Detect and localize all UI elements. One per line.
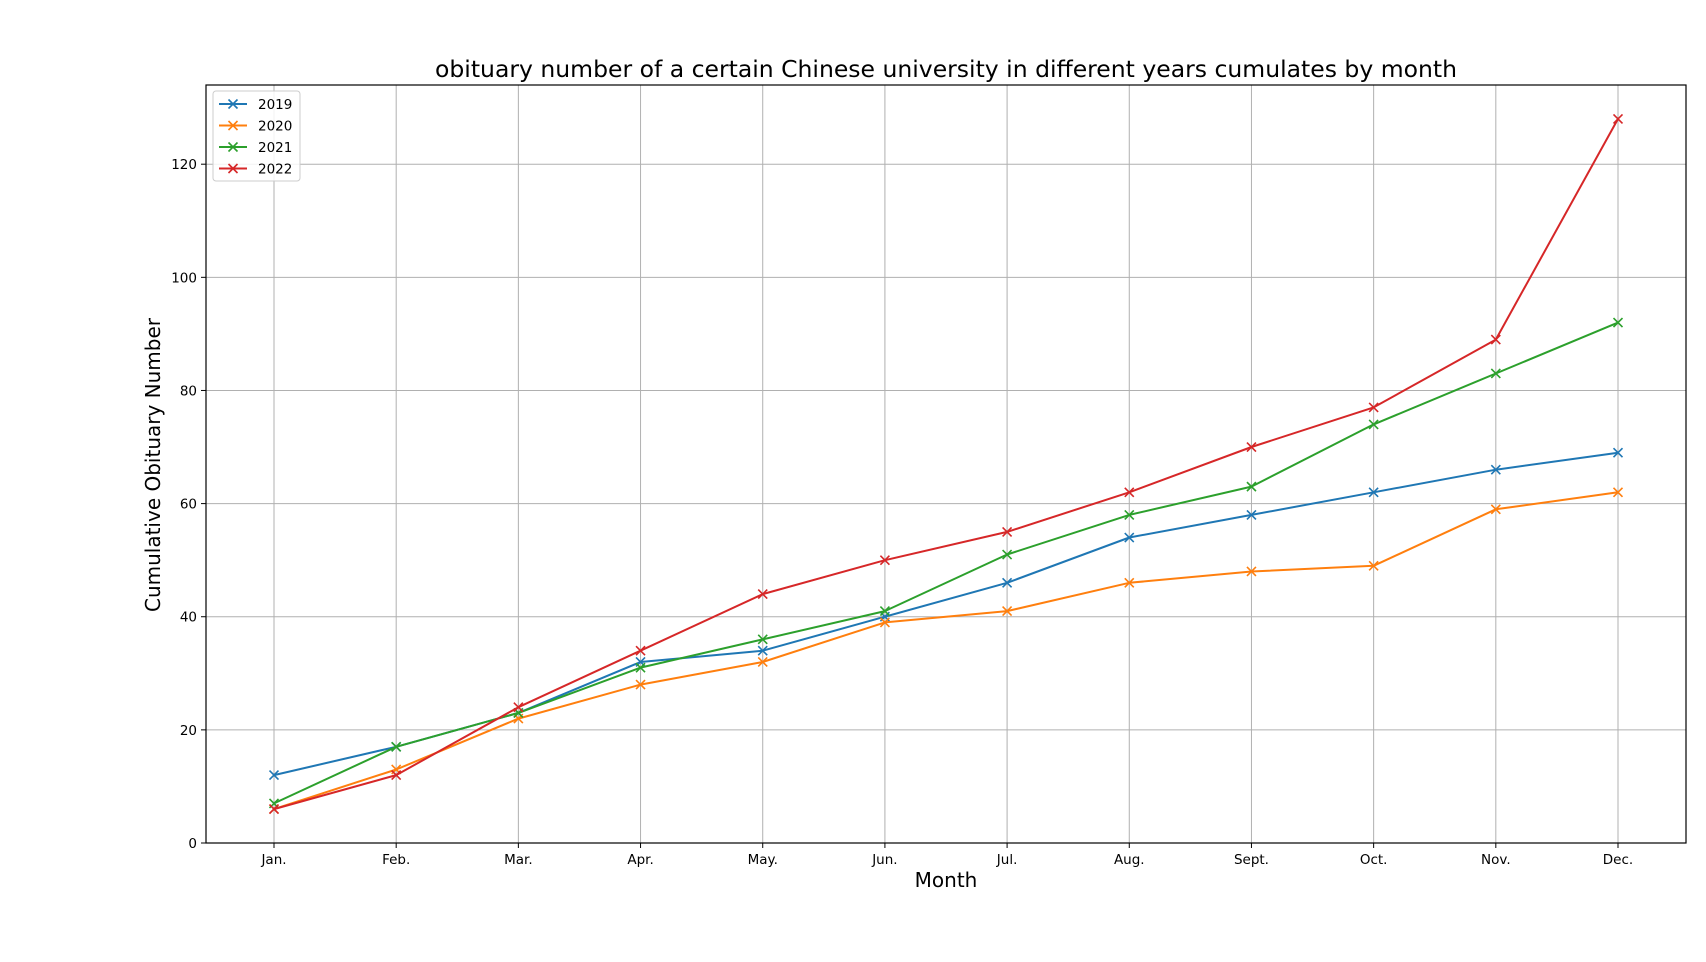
y-tick-label: 60	[180, 497, 197, 513]
series-line-2022	[273, 118, 1619, 811]
data-point-2021	[1002, 549, 1013, 560]
data-point-2022	[513, 702, 524, 713]
x-tick-label: Nov.	[1481, 852, 1511, 868]
legend-item-2021: 2021	[219, 140, 292, 156]
legend-label: 2022	[258, 162, 292, 178]
y-axis-ticks: 0 20 40 60 80 100 120	[171, 157, 206, 852]
legend-marker	[227, 141, 239, 153]
y-tick-label: 120	[171, 157, 197, 173]
data-point-2022	[1124, 487, 1135, 498]
data-point-2021	[1246, 481, 1257, 492]
legend-item-2022: 2022	[219, 162, 292, 178]
data-point-2019	[1246, 509, 1257, 520]
series-line-2019	[273, 451, 1619, 777]
y-tick-label: 40	[180, 610, 197, 626]
data-point-2021	[1612, 317, 1624, 328]
x-tick-label: Dec.	[1603, 852, 1633, 868]
data-point-2020	[1368, 560, 1379, 571]
y-tick-label: 0	[188, 836, 197, 852]
data-point-2021	[391, 741, 402, 752]
data-point-2022	[757, 589, 768, 600]
data-point-2020	[635, 679, 646, 690]
data-point-2020	[1246, 566, 1257, 577]
data-point-2021	[1124, 509, 1135, 520]
grid-lines	[206, 85, 1686, 844]
x-tick-label: Jan.	[260, 852, 286, 868]
legend: 2019 2020 2021 2022	[212, 90, 301, 182]
data-point-2019	[1002, 577, 1013, 588]
x-tick-label: Jul.	[996, 852, 1018, 868]
data-point-2021	[1490, 368, 1501, 379]
series-2022	[268, 113, 1624, 815]
x-tick-label: Sept.	[1234, 852, 1269, 868]
data-point-2021	[879, 606, 890, 617]
series-line-2020	[273, 491, 1619, 811]
data-point-2020	[1124, 577, 1135, 588]
data-point-2019	[757, 645, 768, 656]
legend-label: 2020	[258, 119, 292, 135]
x-tick-label: Aug.	[1114, 852, 1145, 868]
x-axis-ticks: Jan. Feb. Mar. Apr. May. Jun. Jul. Aug. Sept. Oct…	[260, 843, 1633, 868]
data-point-2021	[635, 662, 646, 673]
legend-item-2020: 2020	[219, 119, 292, 135]
x-tick-label: Apr.	[627, 852, 653, 868]
legend-box	[212, 90, 301, 182]
data-point-2019	[1124, 532, 1135, 543]
data-point-2019	[1368, 487, 1379, 498]
series-2021	[268, 317, 1624, 809]
data-point-2022	[1612, 113, 1624, 125]
data-point-2022	[1490, 334, 1501, 345]
data-point-2021	[1368, 419, 1379, 430]
series-layer	[268, 113, 1624, 815]
data-point-2019	[1490, 464, 1501, 475]
data-point-2020	[1490, 504, 1501, 515]
data-point-2022	[268, 803, 280, 815]
data-point-2022	[1368, 402, 1379, 413]
y-tick-label: 80	[180, 383, 197, 399]
data-point-2022	[1246, 441, 1257, 453]
x-tick-label: Mar.	[504, 852, 533, 868]
plot-area-frame	[205, 84, 1687, 844]
legend-marker	[227, 163, 239, 174]
x-tick-label: Oct.	[1360, 852, 1388, 868]
data-point-2022	[391, 770, 402, 781]
data-point-2022	[879, 555, 890, 566]
data-point-2019	[268, 770, 280, 781]
y-axis-label: Cumulative Obituary Number	[141, 317, 165, 612]
legend-marker	[227, 120, 239, 131]
y-tick-label: 20	[180, 723, 197, 739]
x-tick-label: May.	[748, 852, 778, 868]
y-tick-label: 100	[171, 270, 197, 286]
data-point-2020	[1002, 606, 1013, 617]
x-axis-label: Month	[915, 868, 978, 892]
data-point-2020	[879, 617, 890, 628]
chart-title: obituary number of a certain Chinese uni…	[435, 55, 1457, 83]
x-tick-label: Jun.	[871, 852, 897, 868]
data-point-2022	[635, 645, 646, 656]
data-point-2020	[757, 656, 768, 668]
legend-marker	[227, 98, 239, 110]
data-point-2022	[1002, 526, 1013, 537]
series-2020	[268, 487, 1624, 815]
legend-label: 2019	[258, 97, 292, 113]
legend-item-2019: 2019	[219, 97, 292, 113]
data-point-2019	[1612, 447, 1624, 458]
x-tick-label: Feb.	[382, 852, 410, 868]
legend-label: 2021	[258, 140, 292, 156]
data-point-2021	[757, 634, 768, 645]
data-point-2020	[1612, 487, 1624, 498]
